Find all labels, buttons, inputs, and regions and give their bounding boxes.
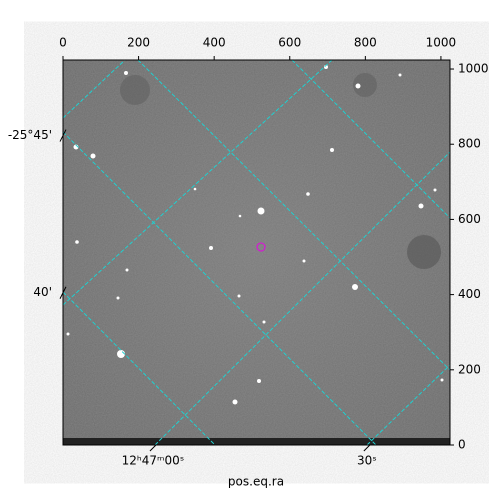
grid-line	[137, 59, 451, 371]
frame	[62, 59, 451, 446]
y-tick-label: 200	[458, 362, 481, 376]
y-tick-label: 1000	[458, 62, 489, 76]
x-tick-label: 400	[203, 36, 226, 50]
ra-tick-label: 12ʰ47ᵐ00ˢ	[122, 454, 185, 468]
sky-image	[63, 60, 450, 445]
y-tick-label: 400	[458, 287, 481, 301]
y-tick-label: 0	[458, 438, 466, 452]
coordinate-grid	[62, 59, 451, 446]
dec-tick-label: 40'	[33, 285, 52, 299]
grid-line	[154, 151, 451, 446]
ra-tick	[149, 444, 157, 452]
dec-tick	[59, 286, 67, 299]
x-tick-label: 0	[59, 36, 67, 50]
ra-tick-label: 30ˢ	[357, 454, 377, 468]
y-tick-label: 800	[458, 137, 481, 151]
x-tick-label: 200	[127, 36, 150, 50]
grid-line	[62, 59, 126, 119]
grid-line	[366, 364, 451, 446]
y-tick-label: 600	[458, 212, 481, 226]
grid-line	[62, 59, 333, 306]
x-tick-label: 600	[278, 36, 301, 50]
x-axis-label: pos.eq.ra	[228, 475, 284, 489]
dec-tick	[59, 129, 67, 142]
ra-tick	[363, 444, 371, 452]
x-tick-label: 800	[354, 36, 377, 50]
grid-line	[62, 131, 377, 446]
grid-line	[291, 59, 451, 219]
x-tick-label: 1000	[426, 36, 457, 50]
dec-tick-label: -25°45'	[8, 128, 52, 142]
target-marker	[256, 242, 266, 252]
